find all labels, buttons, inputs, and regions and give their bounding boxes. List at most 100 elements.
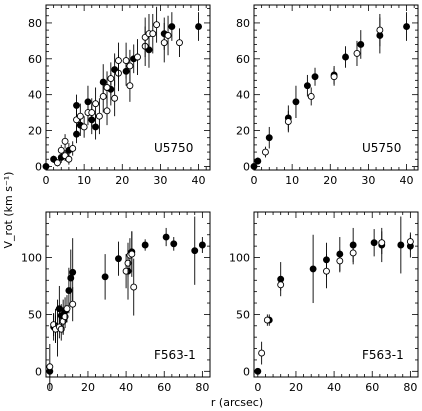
x-tick-label: 20	[115, 174, 129, 187]
data-point-filled	[250, 162, 258, 170]
panel-label: F563-1	[154, 348, 196, 362]
x-tick-label: 80	[195, 381, 209, 394]
data-point-filled	[42, 162, 50, 170]
data-point-open	[103, 107, 111, 115]
data-point-filled	[370, 239, 378, 247]
data-point-open	[69, 145, 77, 152]
y-tick-label: 40	[236, 89, 250, 102]
x-tick-label: 20	[81, 381, 95, 394]
data-point-open	[88, 109, 96, 117]
y-tick-label: 80	[236, 17, 250, 30]
x-tick-label: 40	[400, 174, 414, 187]
y-tick-label: 100	[21, 252, 42, 265]
y-tick-label: 0	[35, 365, 42, 378]
data-point-filled	[303, 82, 311, 90]
data-point-filled	[170, 240, 178, 248]
y-axis-label: V_rot (km s⁻¹)	[2, 172, 15, 249]
data-point-open	[103, 84, 111, 91]
data-point-open	[258, 349, 266, 357]
panel-label: U5750	[154, 141, 193, 155]
panel-frame	[253, 211, 419, 378]
data-point-filled	[92, 123, 100, 131]
data-point-open	[92, 100, 100, 108]
data-point-open	[376, 26, 384, 34]
x-tick-label: 60	[365, 381, 379, 394]
data-point-open	[46, 363, 54, 371]
data-point-open	[164, 32, 172, 39]
x-tick-label: 0	[251, 174, 258, 187]
data-point-open	[284, 118, 292, 126]
data-point-filled	[403, 23, 411, 30]
data-point-open	[99, 93, 107, 100]
data-point-open	[95, 112, 103, 120]
data-point-filled	[73, 130, 80, 138]
data-point-open	[63, 305, 71, 313]
data-point-filled	[168, 23, 176, 30]
data-point-open	[263, 316, 271, 324]
x-tick-label: 10	[285, 174, 299, 187]
x-tick-label: 10	[77, 174, 91, 187]
data-point-open	[69, 300, 77, 308]
y-tick-label: 60	[236, 53, 250, 66]
panels-group: 0 10 20 30 40 0 20 40 60 80 U5750 0 10 20 30 40 0 20 40 60 8…	[21, 4, 419, 394]
data-point-open	[53, 159, 61, 167]
x-tick-label: 0	[254, 381, 261, 394]
data-point-filled	[195, 23, 203, 30]
data-point-open	[65, 155, 73, 163]
data-point-open	[149, 30, 157, 38]
data-point-open	[128, 250, 136, 258]
x-tick-label: 60	[157, 381, 171, 394]
x-tick-label: 80	[403, 381, 417, 394]
data-point-filled	[311, 73, 319, 81]
data-point-open	[330, 73, 338, 81]
y-tick-label: 40	[28, 89, 42, 102]
data-point-filled	[69, 268, 77, 276]
x-tick-label: 40	[192, 174, 206, 187]
panel-label: F563-1	[362, 348, 404, 362]
x-tick-label: 30	[361, 174, 375, 187]
data-point-open	[107, 75, 115, 82]
data-point-filled	[73, 101, 80, 109]
panel-frame	[45, 211, 211, 378]
data-point-open	[261, 148, 269, 156]
data-point-open	[134, 53, 141, 61]
data-point-filled	[101, 273, 109, 281]
data-point-open	[126, 62, 134, 70]
y-tick-label: 0	[35, 160, 42, 173]
y-tick-label: 60	[28, 53, 42, 66]
data-point-open	[130, 283, 138, 291]
x-tick-label: 40	[327, 381, 341, 394]
data-point-open	[176, 39, 183, 47]
data-point-open	[115, 57, 122, 65]
y-tick-label: 80	[28, 17, 42, 30]
data-point-open	[349, 249, 357, 257]
data-point-filled	[141, 241, 149, 249]
x-tick-label: 20	[323, 174, 337, 187]
y-tick-label: 100	[229, 252, 250, 265]
y-tick-label: 50	[28, 308, 42, 321]
data-point-filled	[357, 41, 365, 48]
data-point-open	[80, 123, 88, 131]
y-tick-label: 20	[236, 125, 250, 138]
data-point-filled	[265, 134, 273, 142]
data-point-filled	[115, 255, 122, 263]
data-point-open	[160, 39, 168, 47]
y-tick-label: 0	[243, 365, 250, 378]
data-point-open	[307, 93, 315, 100]
data-point-open	[111, 94, 119, 102]
data-point-open	[57, 146, 65, 154]
x-tick-label: 20	[289, 381, 303, 394]
data-point-open	[122, 57, 130, 65]
data-point-open	[353, 49, 361, 57]
y-tick-label: 20	[28, 125, 42, 138]
data-point-open	[406, 238, 414, 246]
data-point-open	[153, 21, 161, 29]
data-point-filled	[292, 98, 300, 106]
data-point-filled	[191, 247, 199, 255]
data-point-filled	[254, 367, 262, 375]
data-point-filled	[397, 241, 405, 249]
data-point-filled	[198, 241, 206, 249]
y-tick-label: 0	[243, 160, 250, 173]
